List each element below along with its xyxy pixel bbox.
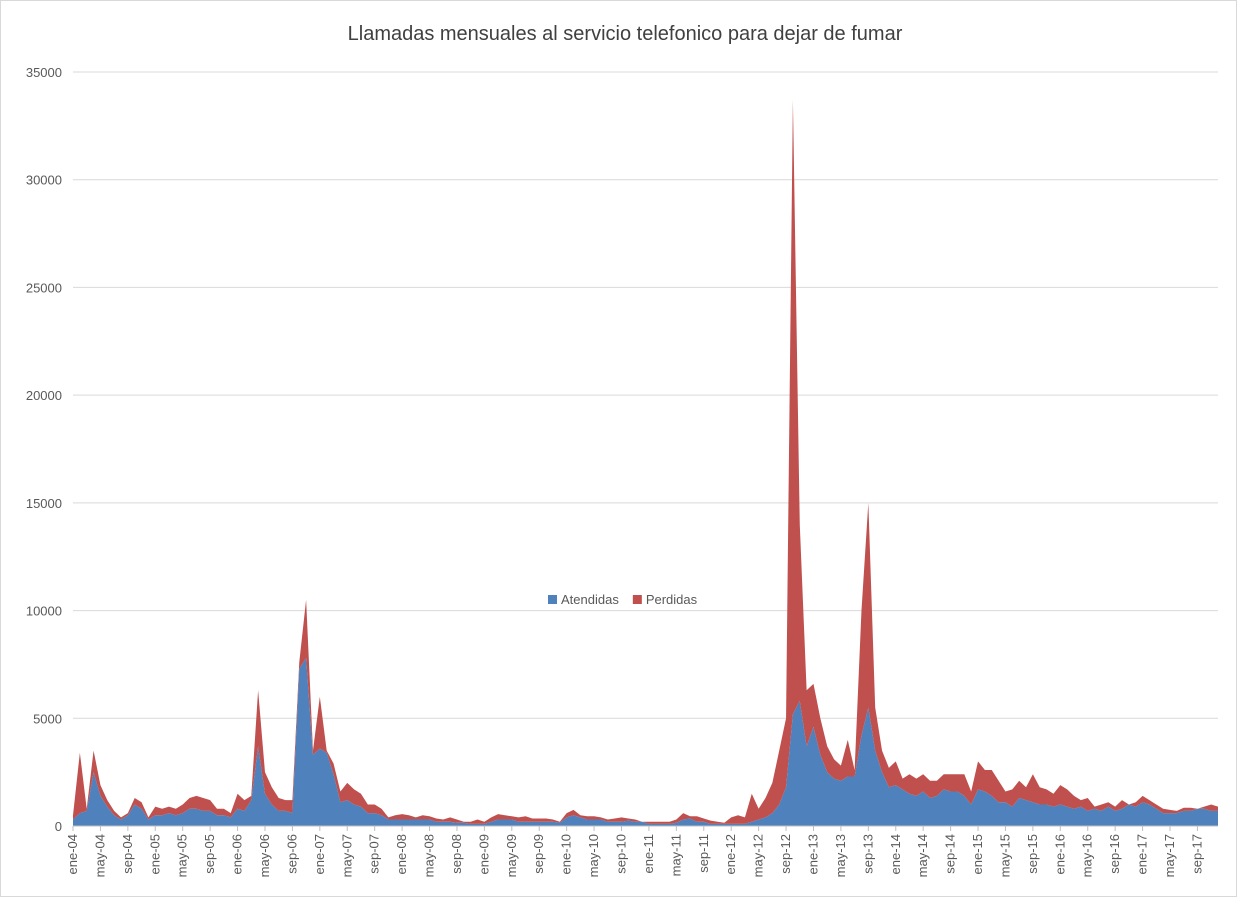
x-tick-label: ene-15 <box>970 834 985 874</box>
x-tick-label: ene-07 <box>312 834 327 874</box>
y-tick-label: 30000 <box>26 173 62 188</box>
y-tick-label: 20000 <box>26 388 62 403</box>
x-tick-label: ene-06 <box>230 834 245 874</box>
x-tick-label: may-17 <box>1162 834 1177 877</box>
x-tick-label: ene-17 <box>1135 834 1150 874</box>
x-tick-label: sep-12 <box>778 834 793 874</box>
x-tick-label: ene-16 <box>1052 834 1067 874</box>
x-tick-label: sep-08 <box>449 834 464 874</box>
x-tick-label: may-06 <box>257 834 272 877</box>
x-tick-label: sep-16 <box>1107 834 1122 874</box>
x-tick-label: may-15 <box>997 834 1012 877</box>
x-tick-label: ene-11 <box>641 834 656 874</box>
x-tick-label: sep-17 <box>1189 834 1204 874</box>
legend-swatch <box>632 595 642 604</box>
legend-label: Atendidas <box>561 592 619 607</box>
x-tick-label: sep-05 <box>202 834 217 874</box>
x-tick-label: sep-14 <box>943 834 958 874</box>
x-tick-label: may-10 <box>586 834 601 877</box>
x-tick-label: ene-08 <box>394 834 409 874</box>
y-tick-label: 35000 <box>26 65 62 80</box>
x-tick-label: ene-10 <box>559 834 574 874</box>
legend-swatch <box>548 595 557 604</box>
y-tick-label: 0 <box>55 819 62 834</box>
y-tick-label: 5000 <box>33 711 62 726</box>
x-tick-label: sep-07 <box>367 834 382 874</box>
legend-label: Perdidas <box>646 592 698 607</box>
x-tick-label: sep-06 <box>284 834 299 874</box>
chart-title: Llamadas mensuales al servicio telefonic… <box>348 23 903 45</box>
x-tick-label: sep-10 <box>614 834 629 874</box>
y-tick-label: 25000 <box>26 280 62 295</box>
x-tick-label: may-05 <box>175 834 190 877</box>
x-tick-label: ene-09 <box>476 834 491 874</box>
x-tick-label: may-08 <box>422 834 437 877</box>
x-tick-label: sep-11 <box>696 834 711 873</box>
x-tick-label: sep-15 <box>1025 834 1040 874</box>
x-tick-label: may-14 <box>915 834 930 877</box>
x-tick-label: sep-09 <box>531 834 546 874</box>
x-tick-label: ene-05 <box>147 834 162 874</box>
x-tick-label: sep-13 <box>860 834 875 874</box>
x-tick-label: may-12 <box>751 834 766 877</box>
x-tick-label: ene-13 <box>805 834 820 874</box>
y-tick-label: 15000 <box>26 496 62 511</box>
x-tick-label: may-07 <box>339 834 354 877</box>
x-tick-label: ene-04 <box>65 834 80 874</box>
x-tick-label: may-04 <box>92 834 107 877</box>
x-tick-label: sep-04 <box>120 834 135 874</box>
x-tick-label: may-09 <box>504 834 519 877</box>
area <box>73 657 1218 826</box>
x-tick-label: may-11 <box>668 834 683 876</box>
x-tick-label: may-16 <box>1080 834 1095 877</box>
x-tick-label: ene-12 <box>723 834 738 874</box>
x-tick-label: may-13 <box>833 834 848 877</box>
x-tick-label: ene-14 <box>888 834 903 874</box>
y-tick-label: 10000 <box>26 604 62 619</box>
